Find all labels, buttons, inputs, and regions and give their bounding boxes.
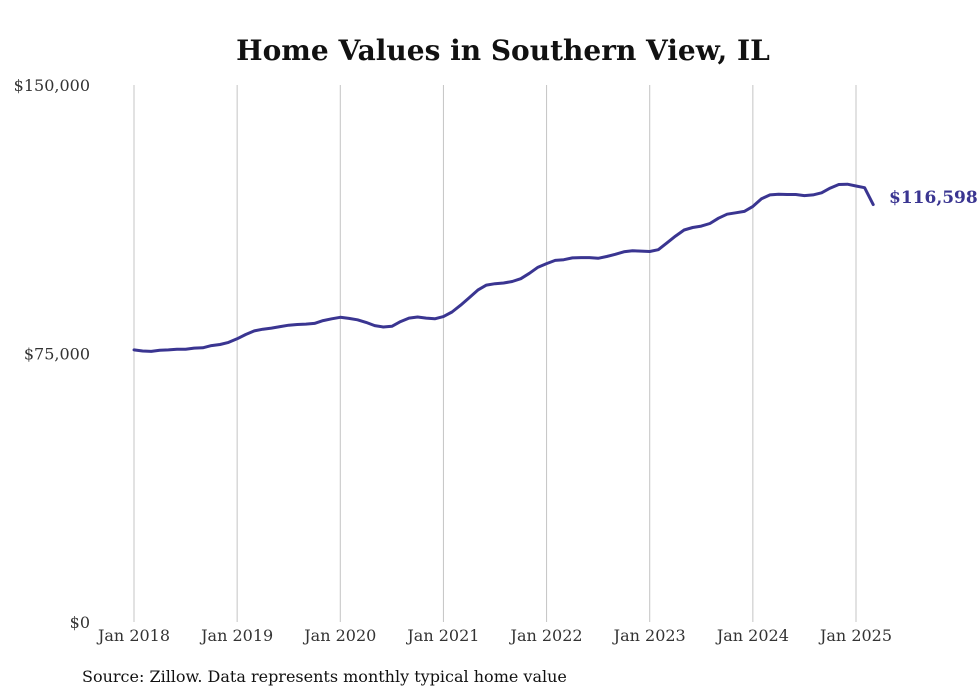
- source-note: Source: Zillow. Data represents monthly …: [82, 667, 567, 686]
- x-tick-label-2: Jan 2020: [302, 626, 376, 645]
- x-tick-label-1: Jan 2019: [199, 626, 273, 645]
- y-tick-label-0: $0: [70, 613, 90, 632]
- chart-title: Home Values in Southern View, IL: [236, 34, 770, 67]
- y-tick-label-1: $75,000: [24, 345, 90, 364]
- x-axis-ticks: Jan 2018 Jan 2019 Jan 2020 Jan 2021 Jan 2022…: [96, 626, 892, 645]
- y-tick-label-2: $150,000: [14, 76, 90, 95]
- x-tick-label-7: Jan 2025: [818, 626, 892, 645]
- x-tick-label-4: Jan 2022: [509, 626, 583, 645]
- latest-value-label: $116,598: [889, 188, 978, 208]
- home-value-line: [132, 182, 875, 353]
- gridlines: [133, 85, 857, 622]
- x-tick-label-3: Jan 2021: [405, 626, 479, 645]
- x-tick-label-6: Jan 2024: [715, 626, 789, 645]
- x-tick-label-5: Jan 2023: [612, 626, 686, 645]
- y-axis-ticks: $0 $75,000 $150,000: [14, 76, 90, 632]
- x-tick-label-0: Jan 2018: [96, 626, 170, 645]
